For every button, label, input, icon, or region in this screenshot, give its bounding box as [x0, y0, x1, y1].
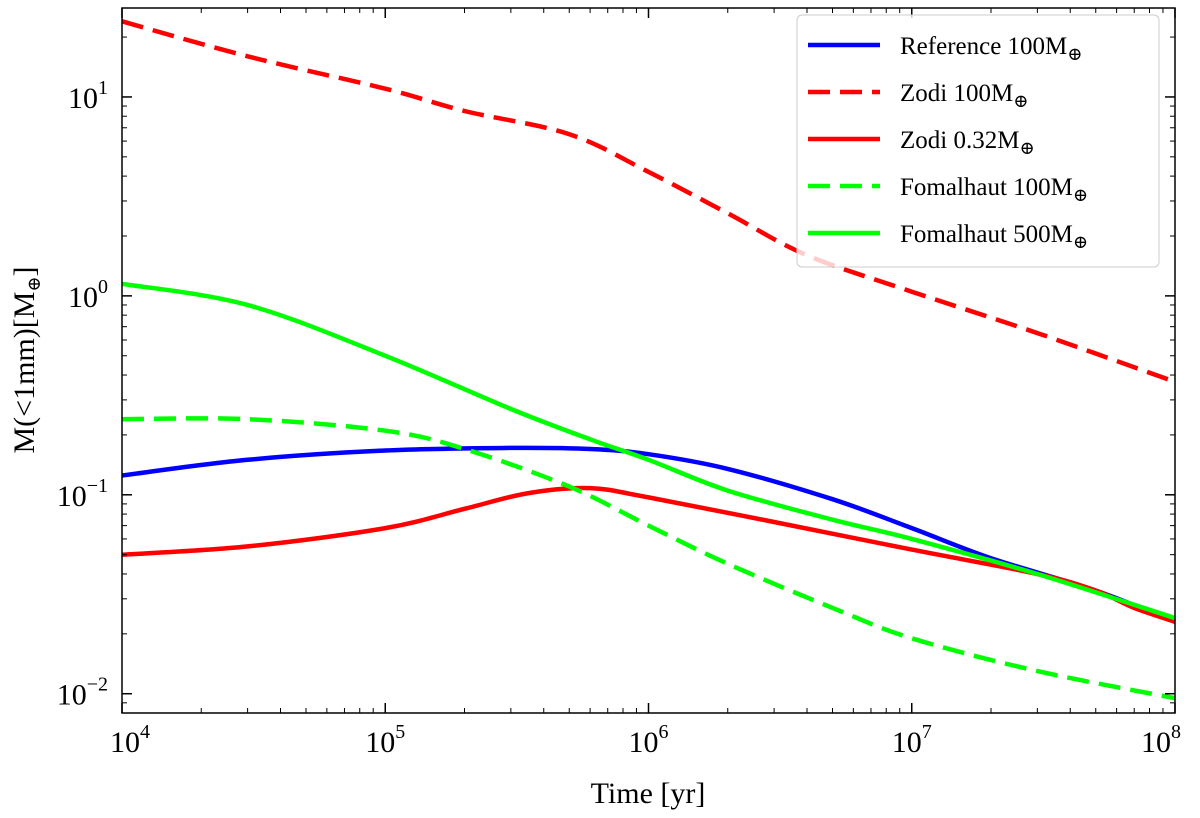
legend-label-2: Zodi 0.32M⊕ — [900, 127, 1035, 158]
y-tick-label-1: 10−1 — [57, 475, 108, 513]
x-tick-label-3: 107 — [892, 721, 932, 759]
series-line-1 — [121, 19, 1176, 384]
legend: Reference 100M⊕ Zodi 100M⊕ Zodi 0.32M⊕ Foma… — [796, 14, 1160, 268]
legend-box — [796, 14, 1160, 268]
legend-label-4: Fomalhaut 500M⊕ — [900, 221, 1088, 252]
x-tick-label-1: 105 — [365, 721, 405, 759]
y-tick-label-0: 10−2 — [57, 674, 108, 712]
series-layer — [121, 19, 1176, 701]
series-line-2 — [121, 485, 1176, 624]
y-axis-label-suffix: ] — [8, 266, 41, 276]
series-line-4 — [121, 281, 1176, 621]
x-tick-label-0: 104 — [110, 721, 150, 759]
series-line-3 — [121, 416, 1176, 701]
ticks-layer: 104 105 106 107 108 10−2 10−1 100 101 — [57, 8, 1181, 759]
y-axis-label-sub: ⊕ — [24, 276, 44, 291]
x-tick-label-2: 106 — [629, 721, 669, 759]
y-axis-label-prefix: M(<1mm)[M — [8, 292, 41, 454]
y-axis-label: M(<1mm)[M⊕] — [8, 266, 44, 453]
x-tick-label-4: 108 — [1141, 721, 1181, 759]
y-tick-label-2: 100 — [68, 276, 108, 314]
legend-label-3: Fomalhaut 100M⊕ — [900, 174, 1088, 205]
legend-label-0: Reference 100M⊕ — [900, 33, 1082, 64]
legend-label-1: Zodi 100M⊕ — [900, 80, 1028, 111]
y-tick-label-3: 101 — [68, 77, 108, 115]
series-line-0 — [121, 445, 1176, 624]
x-axis-label: Time [yr] — [591, 777, 706, 810]
